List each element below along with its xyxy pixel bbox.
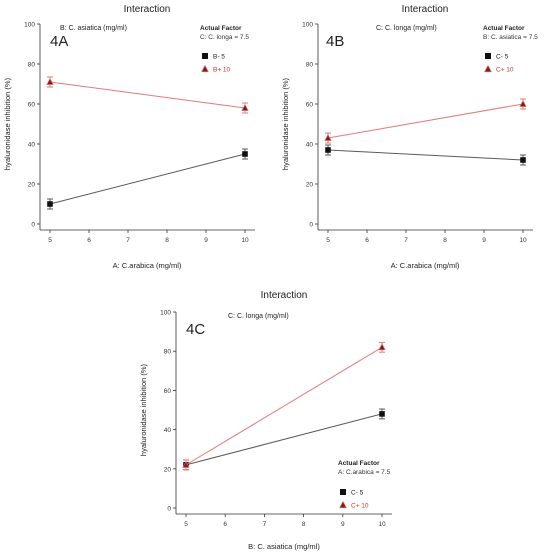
legend-marker <box>485 53 491 59</box>
y-axis-label: hyaluronidase inhibition (%) <box>139 363 148 456</box>
x-axis-label: A: C.arabica (mg/ml) <box>113 261 182 270</box>
y-tick-label: 80 <box>164 349 172 356</box>
x-tick-label: 5 <box>184 521 188 528</box>
x-tick-label: 5 <box>326 237 330 244</box>
series-line <box>327 103 524 139</box>
y-tick-label: 100 <box>24 22 35 29</box>
data-point <box>325 147 331 153</box>
legend-label: C+ 10 <box>351 503 369 510</box>
y-tick-label: 40 <box>28 142 36 149</box>
chart-panel: Interaction B: C. asiatica (mg/ml)4A 0 20 40… <box>3 4 255 270</box>
legend-marker <box>201 64 209 73</box>
chart-title: Interaction <box>261 290 308 301</box>
x-tick-label: 9 <box>204 237 208 244</box>
panel-label: 4A <box>50 33 68 50</box>
x-tick-label: 5 <box>48 237 52 244</box>
actual-factor-heading: Actual Factor <box>338 460 380 467</box>
legend-label: C- 5 <box>496 54 509 61</box>
x-tick-label: 8 <box>443 237 447 244</box>
x-tick-label: 6 <box>87 237 91 244</box>
chart-subtitle: B: C. asiatica (mg/ml) <box>60 25 127 32</box>
x-tick-label: 6 <box>223 521 227 528</box>
chart-subtitle: C: C. longa (mg/ml) <box>376 25 437 32</box>
legend-marker <box>339 500 347 509</box>
x-axis-label: B: C. asiatica (mg/ml) <box>248 542 320 551</box>
actual-factor-heading: Actual Factor <box>200 25 242 32</box>
x-tick-label: 8 <box>165 237 169 244</box>
chart-subtitle: C: C. longa (mg/ml) <box>228 313 289 320</box>
y-tick-label: 60 <box>28 102 36 109</box>
x-tick-label: 9 <box>341 521 345 528</box>
series-line <box>185 413 383 466</box>
y-tick-label: 40 <box>164 427 172 434</box>
actual-factor-heading: Actual Factor <box>483 25 525 32</box>
legend-label: B- 5 <box>213 54 225 61</box>
x-tick-label: 10 <box>241 237 249 244</box>
x-tick-label: 10 <box>378 521 386 528</box>
y-tick-label: 100 <box>160 310 171 317</box>
chart-panel: Interaction C: C. longa (mg/ml) 4C 0 20 40 60 8… <box>139 290 392 551</box>
y-tick-label: 0 <box>167 506 171 513</box>
data-point <box>242 151 248 157</box>
x-tick-label: 6 <box>365 237 369 244</box>
legend-marker <box>484 64 492 73</box>
legend-label: B+ 10 <box>213 67 231 74</box>
x-tick-label: 10 <box>519 237 527 244</box>
data-point <box>519 99 527 107</box>
x-tick-label: 8 <box>302 521 306 528</box>
legend-label: C+ 10 <box>496 67 514 74</box>
series-line <box>49 153 246 205</box>
legend-label: C- 5 <box>351 490 364 497</box>
series-line <box>327 149 524 161</box>
y-tick-label: 20 <box>28 182 36 189</box>
data-point <box>46 77 54 85</box>
y-tick-label: 60 <box>306 102 314 109</box>
y-axis-label: hyaluronidase inhibition (%) <box>281 77 290 170</box>
y-tick-label: 0 <box>31 222 35 229</box>
x-tick-label: 7 <box>126 237 130 244</box>
actual-factor-text: C: C. longa = 7.5 <box>200 34 249 41</box>
x-tick-label: 7 <box>404 237 408 244</box>
data-point <box>379 411 385 417</box>
legend-marker <box>202 53 208 59</box>
data-point <box>378 343 386 351</box>
y-tick-label: 80 <box>306 62 314 69</box>
data-point <box>324 133 332 141</box>
x-axis-label: A: C.arabica (mg/ml) <box>391 261 460 270</box>
chart-title: Interaction <box>124 4 171 15</box>
y-tick-label: 100 <box>302 22 313 29</box>
y-tick-label: 40 <box>306 142 314 149</box>
panel-label: 4B <box>326 33 344 50</box>
x-tick-label: 9 <box>482 237 486 244</box>
y-tick-label: 80 <box>28 62 36 69</box>
data-point <box>520 157 526 163</box>
actual-factor-text: A: C.arabica = 7.5 <box>338 469 391 476</box>
chart-title: Interaction <box>402 4 449 15</box>
legend-marker <box>340 489 346 495</box>
y-tick-label: 60 <box>164 388 172 395</box>
panel-label: 4C <box>186 321 205 338</box>
data-point <box>241 103 249 111</box>
y-tick-label: 20 <box>164 466 172 473</box>
series-line <box>185 346 383 466</box>
data-point <box>182 460 190 468</box>
y-tick-label: 0 <box>309 222 313 229</box>
x-tick-label: 7 <box>263 521 267 528</box>
y-axis-label: hyaluronidase inhibition (%) <box>3 77 12 170</box>
series-line <box>49 81 246 109</box>
chart-panel: Interaction C: C. longa (mg/ml) 4B 0 20 40 60 8… <box>281 4 538 270</box>
data-point <box>47 201 53 207</box>
actual-factor-text: B: C. asiatica = 7.5 <box>483 34 538 41</box>
y-tick-label: 20 <box>306 182 314 189</box>
